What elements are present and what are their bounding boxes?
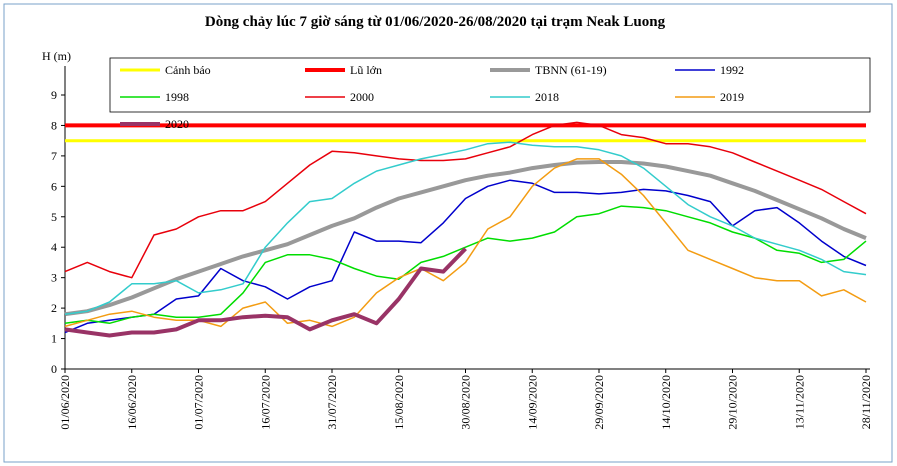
legend-label: Lũ lớn: [350, 63, 382, 77]
legend-box: [109, 57, 871, 113]
legend-label: 2019: [720, 90, 744, 104]
x-tick-label: 29/09/2020: [592, 375, 606, 430]
series-line: [64, 141, 867, 315]
x-tick-label: 29/10/2020: [726, 375, 740, 430]
legend-label: Cảnh báo: [165, 63, 211, 77]
series-line: [64, 158, 867, 328]
legend-label: TBNN (61-19): [535, 63, 607, 77]
x-tick-label: 16/06/2020: [125, 375, 139, 430]
y-tick-label: 1: [51, 332, 57, 346]
chart-title: Dòng chảy lúc 7 giờ sáng từ 01/06/2020-2…: [205, 14, 666, 30]
legend-label: 2020: [165, 117, 189, 131]
y-tick-label: 2: [51, 301, 57, 315]
y-axis-label: H (m): [42, 49, 71, 63]
y-tick-label: 4: [51, 240, 57, 254]
y-tick-label: 8: [51, 118, 57, 132]
x-tick-label: 14/09/2020: [525, 375, 539, 430]
y-tick-label: 9: [51, 88, 57, 102]
series-line: [64, 247, 467, 338]
series-line: [64, 205, 867, 325]
x-tick-label: 01/06/2020: [58, 375, 72, 430]
y-tick-label: 5: [51, 210, 57, 224]
frame: [3, 3, 893, 463]
series-line: [64, 179, 867, 334]
x-tick-label: 13/11/2020: [792, 375, 806, 429]
legend-label: 1998: [165, 90, 189, 104]
y-tick-label: 0: [51, 362, 57, 376]
x-tick-label: 14/10/2020: [659, 375, 673, 430]
legend-label: 2000: [350, 90, 374, 104]
series-line: [64, 160, 867, 317]
legend-label: 1992: [720, 63, 744, 77]
x-tick-label: 01/07/2020: [192, 375, 206, 430]
x-tick-label: 15/08/2020: [392, 375, 406, 430]
x-tick-label: 16/07/2020: [258, 375, 272, 430]
x-tick-label: 31/07/2020: [325, 375, 339, 430]
y-tick-label: 7: [51, 149, 57, 163]
x-tick-label: 30/08/2020: [459, 375, 473, 430]
legend-label: 2018: [535, 90, 559, 104]
series-line: [64, 121, 867, 279]
x-tick-label: 28/11/2020: [859, 375, 873, 429]
y-tick-label: 6: [51, 179, 57, 193]
y-tick-label: 3: [51, 271, 57, 285]
